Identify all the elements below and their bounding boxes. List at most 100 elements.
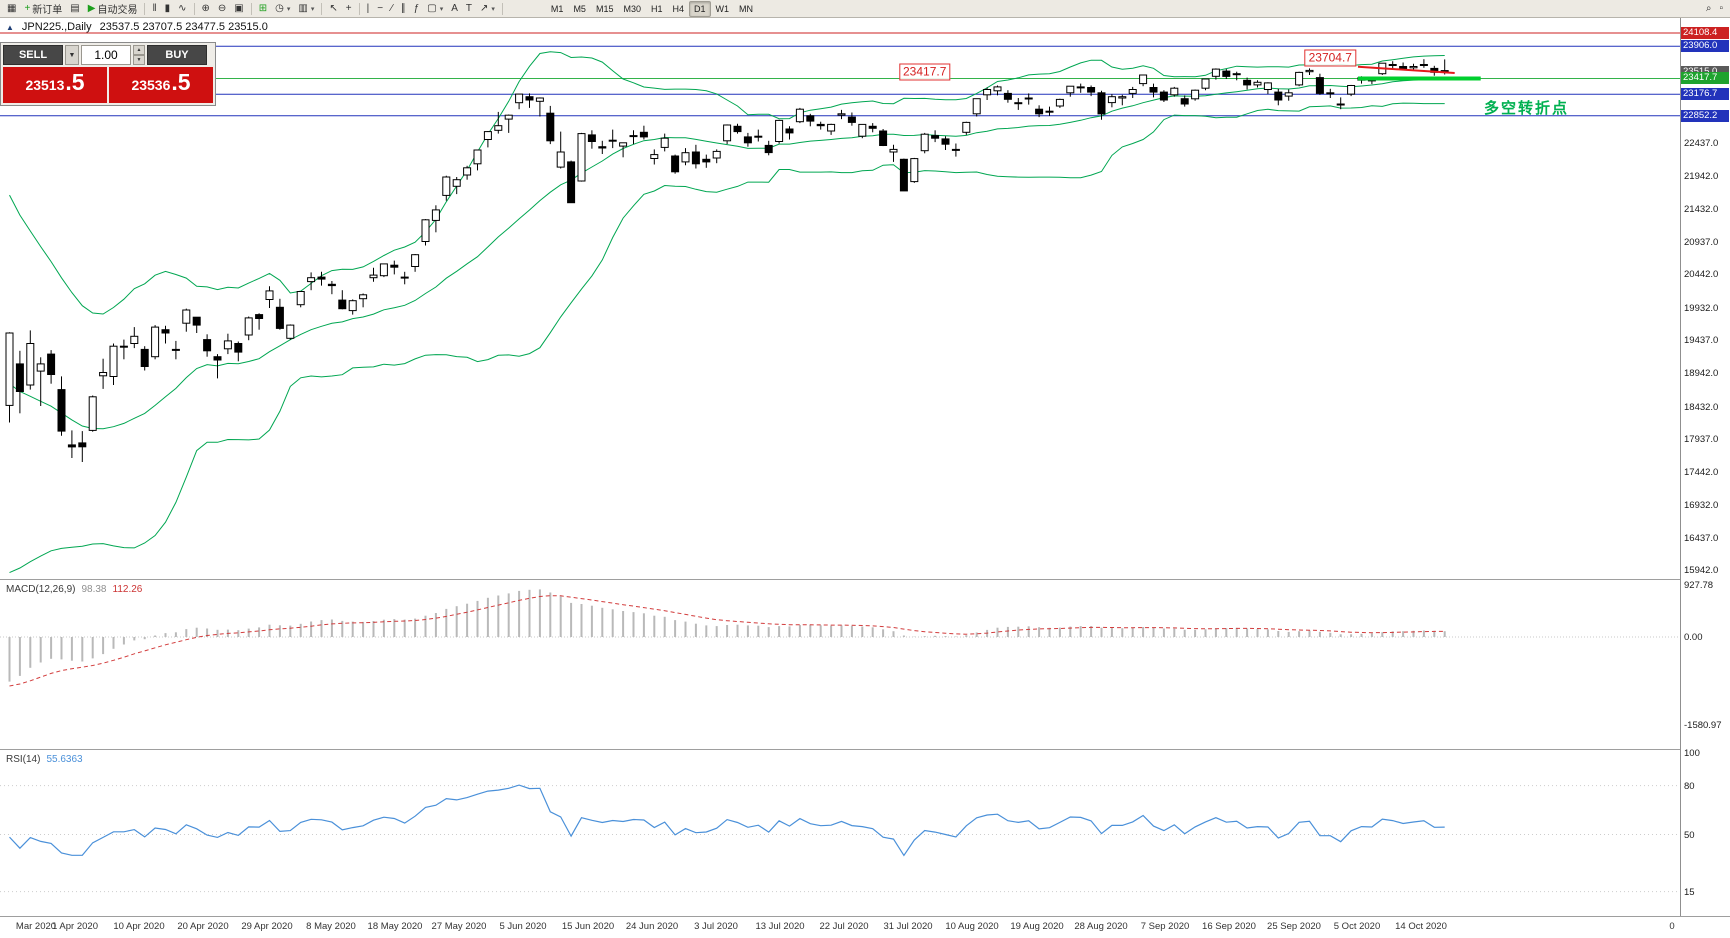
red-resistance-trendline[interactable] [1357,65,1455,74]
periods-dropdown[interactable]: ◷ ▾ [271,0,294,17]
sell-dropdown-icon[interactable]: ▼ [65,45,79,65]
macd-pane[interactable] [0,580,1680,749]
zoom-out-icon[interactable]: ⊖ [214,0,230,17]
pane-separator-rsi[interactable] [0,749,1730,750]
volume-stepper[interactable]: ▲ ▼ [133,45,145,65]
channel-icon: ∥ [400,2,406,14]
horizontal-line-tool-button[interactable]: − [373,0,387,17]
price-axis-label: 22437.0 [1684,137,1719,149]
bar-chart-type-icon-icon: ‖ [152,2,157,14]
main-chart[interactable] [0,18,1680,579]
price-axis-label: 17442.0 [1684,466,1719,478]
chart-title: ▲ JPN225.,Daily 23537.5 23707.5 23477.5 … [6,21,268,33]
bollinger-middle-band [9,79,1445,430]
macd-main-value: 98.38 [81,584,107,595]
text-tool-button[interactable]: A [447,0,462,17]
date-axis-label: 1 Apr 2020 [52,921,98,932]
fibonacci-tool-button[interactable]: ƒ [410,0,424,17]
price-axis-label: -1580.97 [1684,719,1722,731]
window-list-icon[interactable]: ▫ [1719,3,1723,14]
crosshair-tool-button[interactable]: + [342,0,356,17]
price-axis-label: 0.00 [1684,632,1703,643]
rsi-pane[interactable] [0,750,1680,916]
one-click-trading-panel: SELL ▼ ▲▼ BUY 23513 .5 23536 .5 [0,42,216,106]
date-axis-label: 10 Apr 2020 [113,921,165,932]
chart-window-icon[interactable]: ▤ [66,0,83,17]
new-order-button[interactable]: + 新订单 [20,0,66,17]
price-axis-label: 16437.0 [1684,532,1719,544]
volume-down-icon[interactable]: ▼ [133,55,145,65]
timeframe-button-m1[interactable]: M1 [550,3,564,14]
tile-windows-icon[interactable]: ▣ [230,0,247,17]
toolbar-separator [321,2,323,15]
candlestick-chart-type-icon[interactable]: ▮ [161,0,175,17]
open-chart-icon[interactable]: ▦ [3,0,20,17]
bar-chart-type-icon[interactable]: ‖ [148,0,160,17]
timeframe-button-m15[interactable]: M15 [595,3,614,14]
price-axis-label: 18942.0 [1684,368,1719,379]
auto-trading-button[interactable]: ▶ 自动交易 [84,0,142,17]
buy-price-box[interactable]: 23536 .5 [109,67,213,103]
volume-up-icon[interactable]: ▲ [133,45,145,55]
indicators-button[interactable]: ⊞ [255,0,271,17]
price-annotation-23417.7[interactable]: 23417.7 [898,63,951,81]
toolbar-right-group: ⌕ ▫ [1702,0,1727,17]
buy-button[interactable]: BUY [147,45,207,65]
macd-indicator-label: MACD(12,26,9) 98.38 112.26 [6,584,142,595]
shapes-dropdown[interactable]: ▢ ▾ [423,0,447,17]
chevron-down-icon: ▾ [310,5,315,13]
chart-symbol-icon: ▲ [6,22,14,32]
price-axis-label: 15942.0 [1684,565,1719,577]
new-order-button-label: 新订单 [32,5,63,16]
date-axis-label: 22 Jul 2020 [819,921,869,932]
search-icon[interactable]: ⌕ [1705,3,1712,14]
label-icon: T [465,2,473,14]
line-chart-type-icon[interactable]: ∿ [174,0,190,17]
price-axis-tag: 23417.7 [1681,72,1729,85]
arrows-dropdown[interactable]: ↗ ▾ [476,0,499,17]
price-axis-label: 21432.0 [1684,204,1719,216]
sell-button[interactable]: SELL [3,45,63,65]
price-axis-label: 19932.0 [1684,302,1719,314]
toolbar-separator [193,2,195,15]
timeframe-button-m30[interactable]: M30 [623,3,641,14]
pane-separator-macd[interactable] [0,579,1730,580]
zoom-in-icon[interactable]: ⊕ [198,0,214,17]
trendline-tool-button[interactable]: ∕ [387,0,397,17]
date-axis-label: 7 Sep 2020 [1140,921,1190,932]
price-axis[interactable]: 22437.0 21942.0 21432.0 20937.0 20442.0 19932… [1681,18,1730,916]
timeframe-button-d1[interactable]: D1 [689,0,711,17]
volume-input[interactable] [81,45,131,65]
rsi-line [9,784,1445,857]
zoom-in-icon-icon: ⊕ [201,2,210,14]
chart-window-icon-icon: ▤ [70,2,80,14]
timeframe-button-w1[interactable]: W1 [715,3,730,14]
date-axis-label: 16 Sep 2020 [1202,921,1256,932]
timeframe-button-h1[interactable]: H1 [650,3,663,14]
date-axis-label: 14 Oct 2020 [1395,921,1447,932]
timeframe-button-m5[interactable]: M5 [573,3,586,14]
price-axis-tag: 24108.4 [1681,27,1729,39]
price-axis-label: 80 [1684,780,1695,792]
label-tool-button[interactable]: T [462,0,476,17]
price-axis-label: 20442.0 [1684,269,1719,281]
channel-tool-button[interactable]: ∥ [397,0,410,17]
price-axis-label: 18432.0 [1684,401,1719,413]
vertical-line-tool-button[interactable]: | [363,0,374,17]
date-axis-label: 18 May 2020 [367,921,423,932]
sell-price-box[interactable]: 23513 .5 [3,67,107,103]
price-axis-label: 19437.0 [1684,335,1719,347]
price-annotation-23704.7[interactable]: 23704.7 [1304,49,1356,67]
price-axis-tag: 22852.2 [1681,109,1729,122]
templates-dropdown[interactable]: ▥ ▾ [294,0,318,17]
price-axis-label: 100 [1684,748,1700,759]
price-axis-label: 21942.0 [1684,170,1719,182]
timeframe-button-h4[interactable]: H4 [672,3,685,14]
cursor-tool-button[interactable]: ↖ [325,0,341,17]
date-axis[interactable]: Mar 2020 1 Apr 2020 10 Apr 2020 20 Apr 2020… [0,916,1730,938]
price-axis-separator [1680,18,1681,916]
timeframe-button-mn[interactable]: MN [739,3,754,14]
line-chart-type-icon-icon: ∿ [178,2,187,14]
auto-trading-icon: ▶ [87,2,96,14]
